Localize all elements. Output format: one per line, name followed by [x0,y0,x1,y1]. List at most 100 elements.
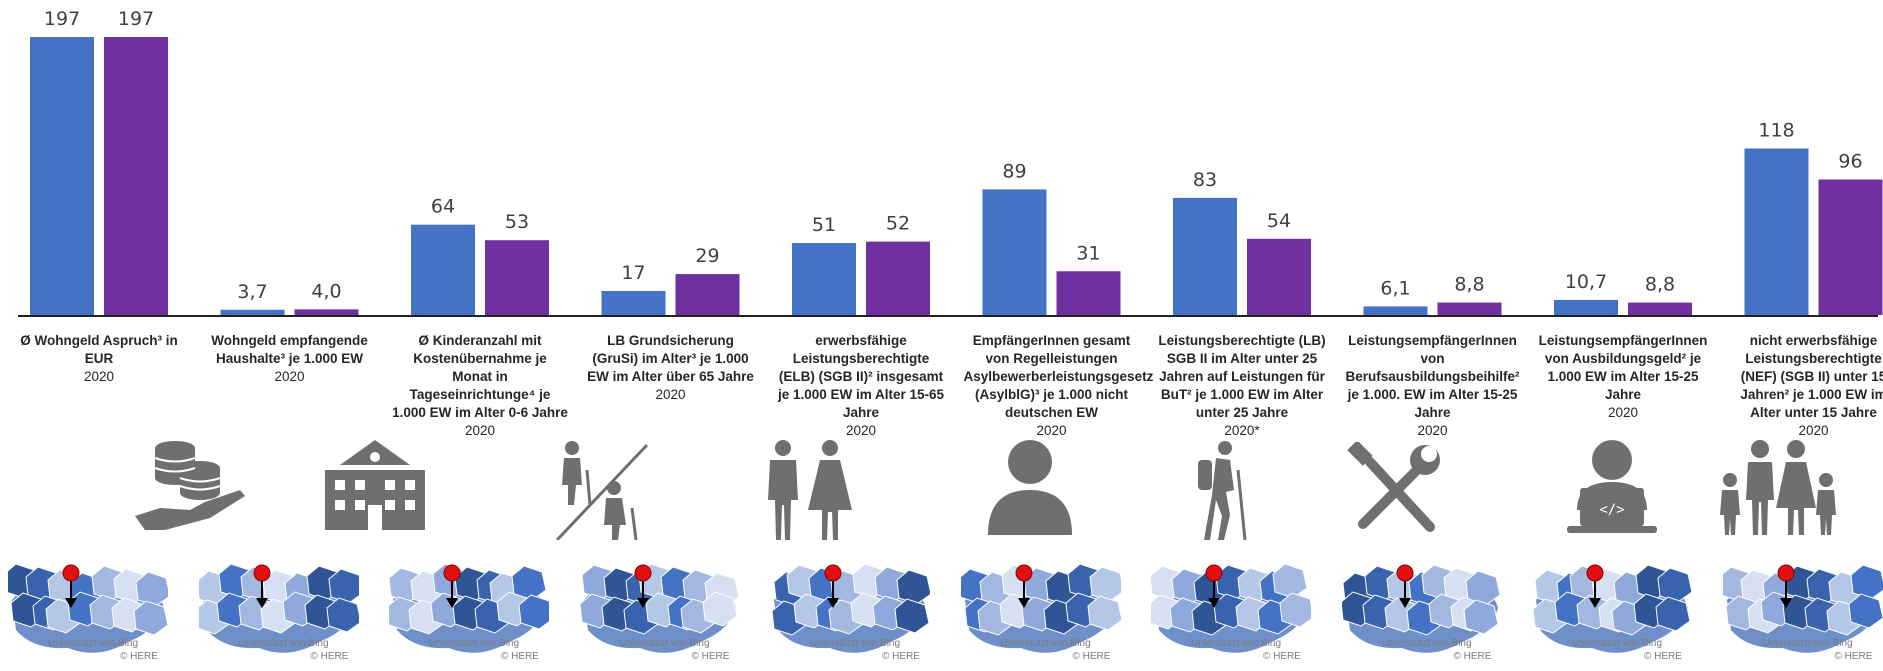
district-map-10: Unterstützt von Bing © HERE [1723,560,1883,666]
location-pin-icon [1397,565,1413,581]
bar-7-purple [1247,239,1311,315]
data-label-6-purple: 31 [1076,242,1100,264]
district-map-3: Unterstützt von Bing © HERE [389,560,549,666]
data-label-3-purple: 53 [505,211,529,233]
wrench-screwdriver-icon [1345,442,1445,542]
svg-text:</>: </> [1599,502,1624,518]
data-label-8-blue: 6,1 [1380,277,1410,299]
map-credit-bing: Unterstützt von Bing [1001,638,1091,649]
district-map-5: Unterstützt von Bing © HERE [770,560,930,666]
data-label-7-blue: 83 [1193,169,1217,191]
bar-5-blue [792,243,856,315]
data-label-1-purple: 197 [118,8,154,30]
data-label-2-blue: 3,7 [237,281,267,303]
location-pin-icon [1016,565,1032,581]
tick-label: erwerbsfähige Leistungsberechtigte (ELB)… [773,332,949,422]
bar-8-purple [1438,303,1502,315]
location-pin-icon [1778,565,1794,581]
data-label-2-purple: 4,0 [311,280,341,302]
map-credit-bing: Unterstützt von Bing [239,638,329,649]
map-credit-bing: Unterstützt von Bing [1763,638,1853,649]
tick-year: 2020 [392,422,568,440]
map-credit-here: © HERE [1644,651,1682,662]
location-pin-icon [254,565,270,581]
map-credit-bing: Unterstützt von Bing [48,638,138,649]
tick-year: 2020 [583,386,759,404]
district-map-8: Unterstützt von Bing © HERE [1342,560,1502,666]
person-icon [980,440,1080,540]
bar-4-blue [602,291,666,315]
data-label-6-blue: 89 [1002,160,1026,182]
data-label-5-purple: 52 [886,213,910,235]
coins-in-hand-icon [130,438,250,538]
map-credit-here: © HERE [1263,651,1301,662]
map-credit-bing: Unterstützt von Bing [810,638,900,649]
data-label-10-blue: 118 [1758,119,1794,141]
tick-year: 2020 [773,422,949,440]
district-map-6: Unterstützt von Bing© HERE [961,560,1121,666]
laptop-user-icon: </> [1562,440,1662,540]
map-credit-here: © HERE [311,651,349,662]
map-credit-here: © HERE [882,651,920,662]
data-label-5-blue: 51 [812,214,836,236]
bar-9-blue [1554,300,1618,315]
tick-label: Ø Kinderanzahl mit Kostenübernahme je Mo… [392,332,568,422]
data-label-4-purple: 29 [695,245,719,267]
map-credit-bing: Unterstützt von Bing [429,638,519,649]
map-credit-here: © HERE [501,651,539,662]
tick-label: EmpfängerInnen gesamt von Regelleistunge… [964,332,1140,422]
category-label-2: Wohngeld empfangende Haushalte³ je 1.000… [202,332,378,386]
category-label-10: nicht erwerbsfähige Leistungsberechtigte… [1726,332,1883,440]
district-map-7: Unterstützt von Bing © HERE [1151,560,1311,666]
category-label-7: Leistungsberechtigte (LB) SGB II im Alte… [1154,332,1330,440]
bar-10-blue [1745,148,1809,315]
map-credit-here: © HERE [692,651,730,662]
data-label-7-purple: 54 [1267,210,1291,232]
data-label-4-blue: 17 [621,262,645,284]
bar-2-purple [295,309,359,315]
bar-5-purple [866,242,930,315]
school-building-icon [320,440,430,535]
tick-label: LeistungsempfängerInnen von Ausbildungsg… [1535,332,1711,404]
district-map-2: Unterstützt von Bing © HERE [199,560,359,666]
tick-year: 2020 [1535,404,1711,422]
location-pin-icon [444,565,460,581]
tick-label: LeistungsempfängerInnen von Berufsausbil… [1345,332,1521,422]
category-label-6: EmpfängerInnen gesamt von Regelleistunge… [964,332,1140,440]
map-credit-here: © HERE [120,651,158,662]
bar-10-purple [1819,180,1883,315]
district-map-1: Unterstützt von Bing © HERE [8,560,168,666]
location-pin-icon [1587,565,1603,581]
bar-9-purple [1628,303,1692,315]
data-label-3-blue: 64 [431,196,455,218]
man-woman-icon [758,440,858,545]
bar-4-purple [676,274,740,315]
tick-label: Leistungsberechtigte (LB) SGB II im Alte… [1154,332,1330,422]
map-credit-here: © HERE [1835,651,1873,662]
bar-8-blue [1364,306,1428,315]
bar-3-blue [411,225,475,315]
tick-year: 2020 [11,368,187,386]
hiker-icon [1190,440,1250,545]
map-credit-bing: Unterstützt von Bing [1382,638,1472,649]
category-label-9: LeistungsempfängerInnen von Ausbildungsg… [1535,332,1711,422]
map-credit-here: © HERE [1454,651,1492,662]
map-credit-bing: Unterstützt von Bing [1191,638,1281,649]
bar-1-blue [30,37,94,315]
location-pin-icon [825,565,841,581]
tick-label: nicht erwerbsfähige Leistungsberechtigte… [1726,332,1883,422]
bar-6-blue [983,189,1047,315]
district-map-9: Unterstützt von Bing© HERE [1532,560,1692,666]
category-label-3: Ø Kinderanzahl mit Kostenübernahme je Mo… [392,332,568,440]
district-map-4: Unterstützt von Bing © HERE [580,560,740,666]
bar-3-purple [485,240,549,315]
category-label-5: erwerbsfähige Leistungsberechtigte (ELB)… [773,332,949,440]
tick-year: 2020 [202,368,378,386]
map-credit-bing: Unterstützt von Bing [620,638,710,649]
data-label-9-purple: 8,8 [1645,274,1675,296]
tick-year: 2020 [1726,422,1883,440]
family-icon [1718,440,1838,540]
bar-1-purple [104,37,168,315]
